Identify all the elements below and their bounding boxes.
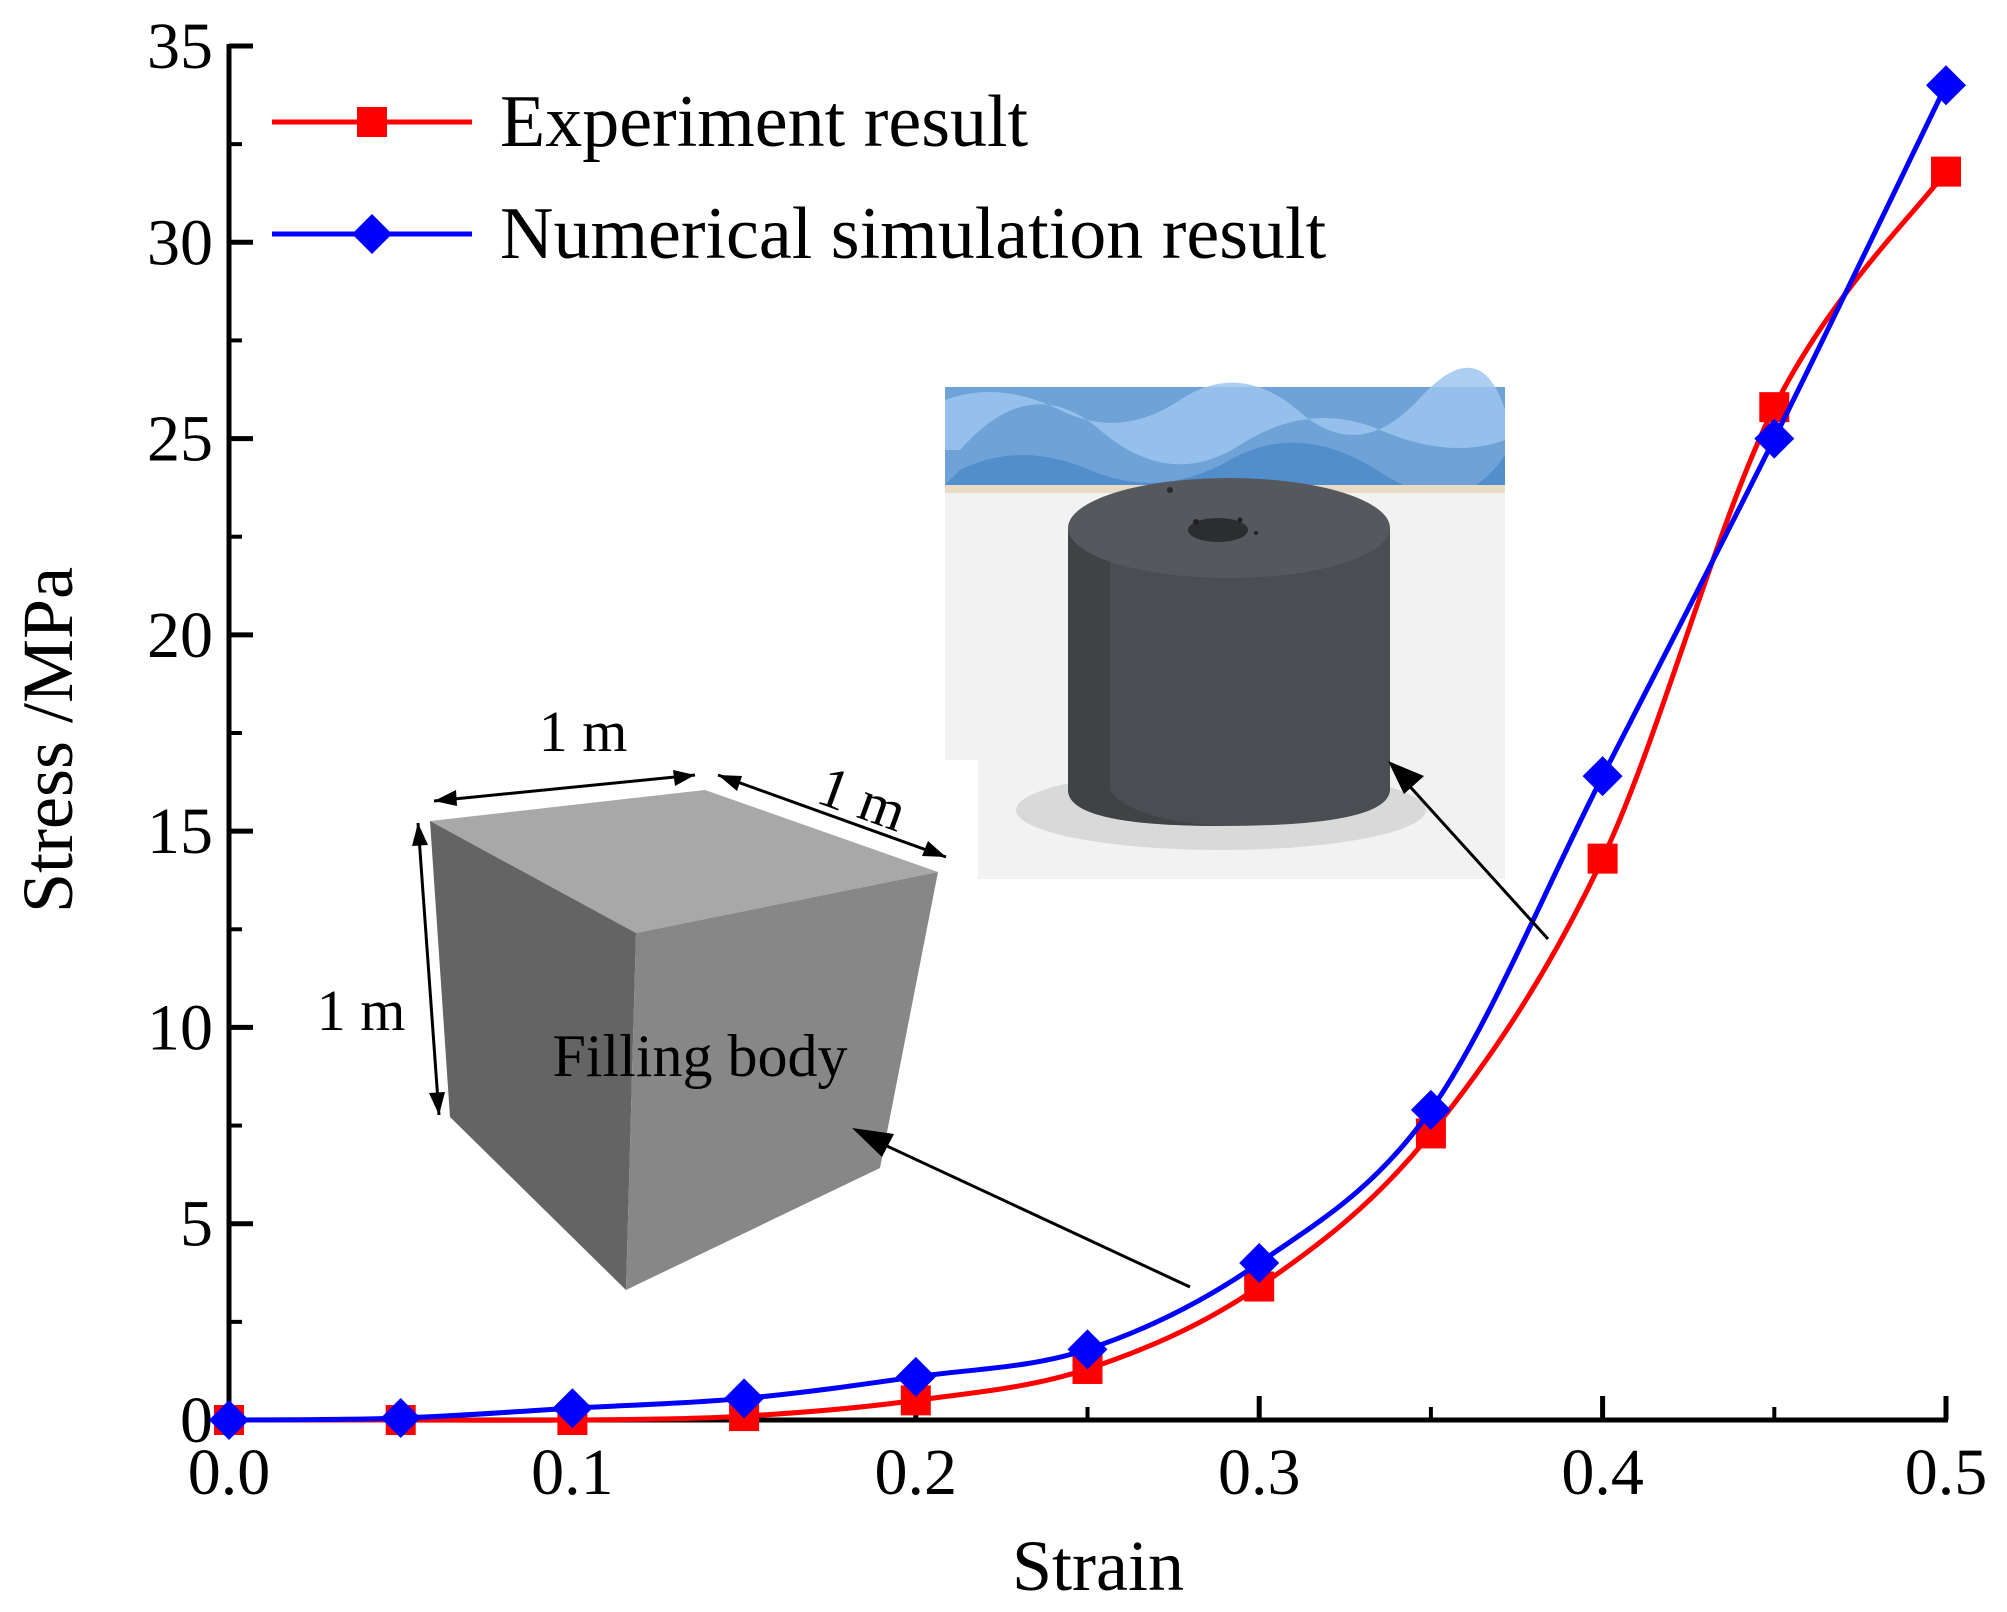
- cube-edge-left-label: 1 m: [317, 978, 406, 1043]
- y-axis-title: Stress /MPa: [8, 567, 88, 913]
- legend-entry: Numerical simulation result: [272, 193, 1327, 275]
- arrowhead: [434, 790, 457, 806]
- legend-marker: [357, 107, 387, 137]
- data-point: [1410, 1089, 1451, 1130]
- y-tick-label: 15: [147, 795, 213, 868]
- pointer-arrow-photo: [1402, 778, 1550, 941]
- series-layer: [209, 65, 1966, 1440]
- arrowhead: [922, 841, 946, 857]
- legend-marker: [352, 214, 392, 254]
- axes: 0.0 0.1 0.2 0.3 0.4 0.5 0 5 10 15 20 25 30 35: [147, 10, 1987, 1509]
- specimen-photo: [945, 367, 1505, 879]
- data-point: [380, 1398, 421, 1439]
- cube-edge-right-label: 1 m: [810, 753, 916, 844]
- cube-edge-top-label: 1 m: [539, 699, 628, 764]
- cube-label: Filling body: [552, 1023, 847, 1089]
- data-point: [1587, 843, 1618, 874]
- arrowhead: [412, 823, 428, 846]
- cube-right-face: [626, 872, 938, 1290]
- arrowhead: [429, 1092, 445, 1115]
- data-point: [724, 1378, 765, 1419]
- annotation-labels: 1 m 1 m 1 m Filling body: [317, 699, 916, 1089]
- legend: Experiment result Numerical simulation re…: [272, 81, 1327, 275]
- dimension-arrow-left: [416, 822, 441, 1116]
- data-point: [209, 1400, 249, 1440]
- data-point: [1754, 418, 1795, 459]
- y-tick-label: 0: [180, 1384, 213, 1457]
- x-tick-label: 0.0: [188, 1436, 271, 1509]
- x-tick-label: 0.5: [1905, 1436, 1988, 1509]
- legend-entry: Experiment result: [272, 81, 1029, 163]
- filling-body-cube: [430, 790, 938, 1290]
- y-tick-label: 30: [147, 206, 213, 279]
- y-tick-label: 20: [147, 599, 213, 672]
- x-tick-label: 0.1: [531, 1436, 614, 1509]
- x-tick-label: 0.2: [875, 1436, 958, 1509]
- dimension-arrow-right: [717, 773, 947, 859]
- data-point: [1582, 756, 1623, 797]
- y-tick-label: 25: [147, 403, 213, 476]
- series-simulation: [209, 65, 1966, 1440]
- data-point: [1926, 65, 1966, 106]
- data-point: [1931, 156, 1961, 187]
- data-point: [1067, 1329, 1108, 1370]
- legend-label: Numerical simulation result: [500, 193, 1327, 275]
- legend-label: Experiment result: [500, 81, 1029, 163]
- y-tick-label: 10: [147, 991, 213, 1064]
- cube-top-face: [430, 790, 938, 933]
- data-point: [1239, 1242, 1280, 1283]
- arrowhead: [673, 770, 695, 786]
- y-tick-label: 35: [147, 10, 213, 83]
- data-point: [552, 1388, 593, 1429]
- dimension-arrow-top: [433, 773, 696, 803]
- annotations: [412, 761, 1550, 1289]
- x-axis-title: Strain: [1012, 1526, 1184, 1606]
- x-tick-label: 0.4: [1561, 1436, 1644, 1509]
- cube-left-face: [430, 821, 636, 1290]
- pointer-arrow-cube: [873, 1138, 1191, 1289]
- cylinder-body: [1068, 528, 1390, 826]
- x-tick-label: 0.3: [1218, 1436, 1301, 1509]
- arrowhead: [1388, 761, 1424, 794]
- arrowhead: [718, 775, 742, 791]
- y-tick-label: 5: [180, 1188, 213, 1261]
- data-point: [895, 1356, 936, 1397]
- arrowhead: [852, 1128, 894, 1157]
